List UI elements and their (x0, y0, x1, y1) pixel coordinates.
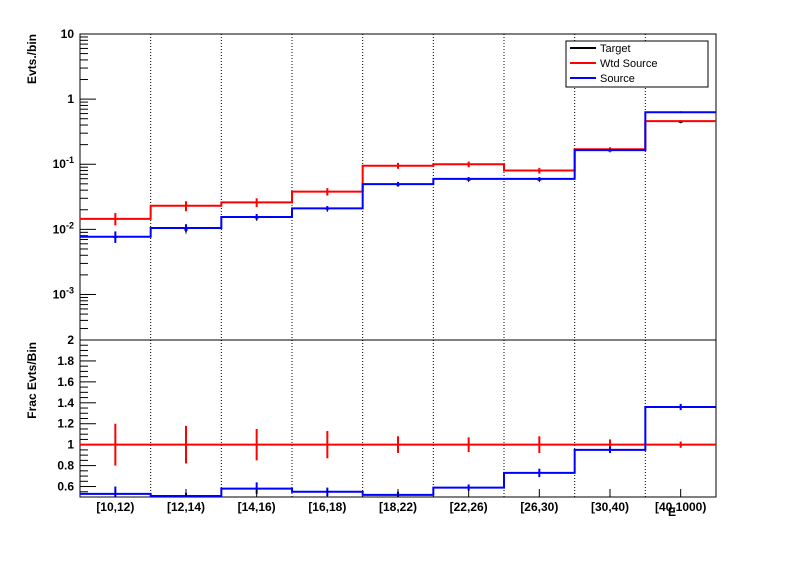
series-source (80, 111, 716, 243)
y-tick-label: 1.6 (57, 375, 74, 389)
legend-label: Target (600, 43, 631, 55)
legend: Target Wtd Source Source (565, 40, 709, 88)
x-tick-label: [30,40) (591, 500, 629, 514)
y-axis-title: Frac Evts/Bin (25, 342, 39, 419)
x-tick-label: [22,26) (450, 500, 488, 514)
y-tick-label: 2 (67, 333, 74, 347)
legend-label: Wtd Source (600, 58, 657, 70)
x-tick-label: [12,14) (167, 500, 205, 514)
x-tick-label: [10,12) (96, 500, 134, 514)
y-tick-label: 1.4 (57, 396, 74, 410)
y-tick-label: 1 (67, 438, 74, 452)
x-tick-label: [14,16) (238, 500, 276, 514)
x-tick-label: [16,18) (308, 500, 346, 514)
series-wtd-source (80, 423, 716, 466)
y-tick-label: 0.8 (57, 459, 74, 473)
bottom-panel: 0.6 0.8 1 1.2 1.4 1.6 1.8 2 Frac Evts/Bin [10,12)… (25, 333, 717, 519)
legend-label: Source (600, 73, 635, 85)
y-tick-label: 1 (67, 92, 74, 106)
x-axis-title: E (668, 505, 676, 519)
y-tick-label: 1.8 (57, 354, 74, 368)
y-axis-title: Evts./bin (25, 34, 39, 84)
y-tick-label: 10 (61, 27, 75, 41)
y-tick-label: 0.6 (57, 480, 74, 494)
x-tick-label: [26,30) (520, 500, 558, 514)
series-step-line (80, 111, 716, 238)
x-tick-label: [40,1000) (655, 500, 706, 514)
y-tick-label: 1.2 (57, 417, 74, 431)
x-tick-label: [18,22) (379, 500, 417, 514)
